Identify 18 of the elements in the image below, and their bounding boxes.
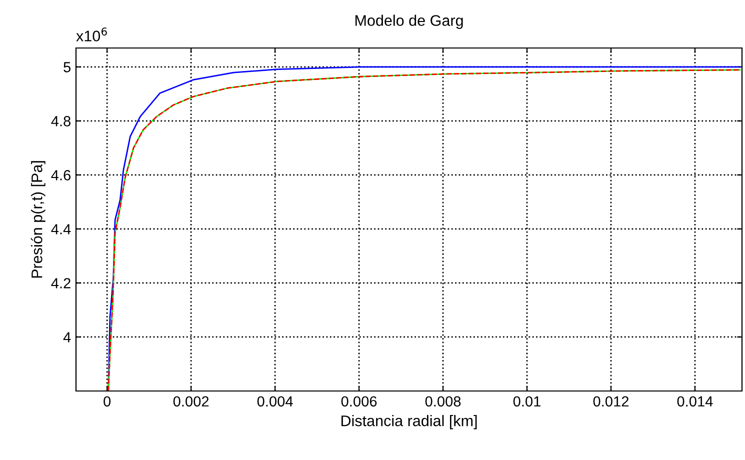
y-axis-title: Presión p(r,t) [Pa]: [30, 161, 46, 278]
x-tick-label: 0.004: [257, 396, 293, 407]
x-tick-label: 0.012: [593, 396, 628, 407]
chart-title: Modelo de Garg: [355, 14, 463, 29]
y-tick-label: 4.6: [51, 170, 70, 180]
x-tick-label: 0.014: [677, 396, 713, 407]
x-axis-title: Distancia radial [km]: [341, 415, 477, 430]
x-tick-label: 0.002: [173, 396, 209, 407]
y-tick-label: 4.4: [51, 224, 71, 234]
x-tick-label: 0.006: [341, 396, 377, 407]
x-tick-label: 0.01: [513, 396, 540, 407]
x-tick-label: 0: [104, 396, 111, 407]
y-tick-label: 4.8: [51, 116, 71, 126]
y-tick-label: 4: [63, 332, 71, 342]
x-tick-label: 0.008: [425, 396, 461, 407]
y-tick-label: 4.2: [51, 278, 70, 288]
text: x10$^{6}$: [76, 27, 107, 42]
y-tick-label: 5: [64, 62, 71, 72]
